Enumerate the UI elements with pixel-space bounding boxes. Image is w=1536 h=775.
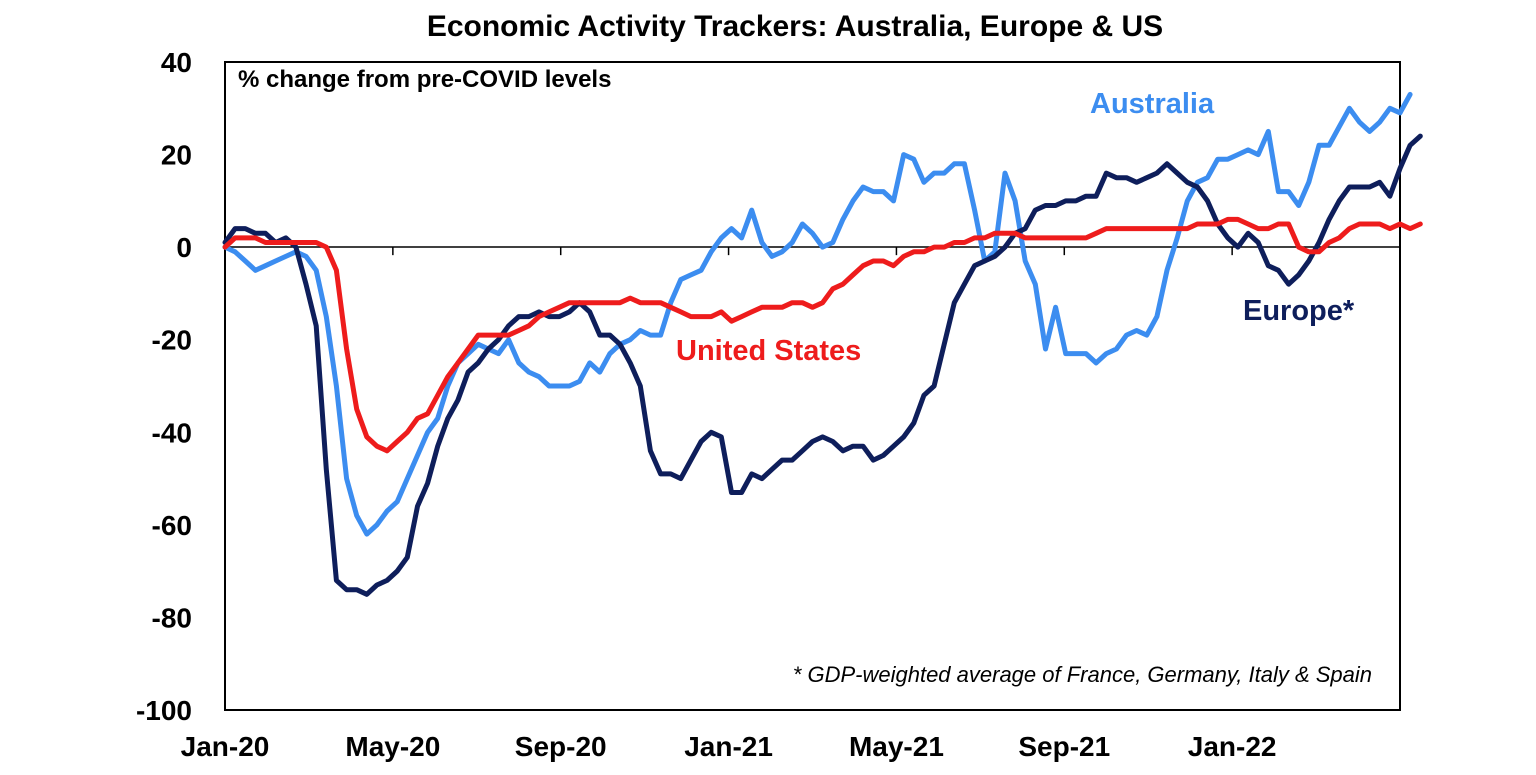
y-tick-label: -20: [152, 325, 192, 356]
series-label-united-states: United States: [676, 335, 861, 367]
series-label-australia: Australia: [1090, 88, 1215, 120]
series-label-europe: Europe*: [1243, 295, 1355, 327]
x-tick-label: Jan-21: [684, 731, 773, 762]
series-line-australia: [222, 91, 1413, 537]
y-tick-label: -80: [152, 602, 192, 633]
series-lines: [222, 91, 1423, 597]
x-tick-label: Sep-21: [1018, 731, 1110, 762]
chart-footnote: * GDP-weighted average of France, German…: [793, 662, 1372, 687]
y-axis-ticks: 40 20 0 -20 -40 -60 -80 -100: [136, 47, 192, 726]
y-tick-label: 0: [176, 232, 192, 263]
y-tick-label: -100: [136, 695, 192, 726]
y-tick-label: 20: [161, 140, 192, 171]
x-axis-ticks: Jan-20 May-20 Sep-20 Jan-21 May-21 Sep-21 Jan-…: [181, 731, 1277, 762]
series-line-united-states: [222, 216, 1423, 454]
x-tick-label: May-20: [345, 731, 440, 762]
y-tick-label: -60: [152, 510, 192, 541]
chart-title: Economic Activity Trackers: Australia, E…: [427, 10, 1163, 43]
y-tick-label: -40: [152, 417, 192, 448]
series-line-europe: [222, 133, 1423, 597]
x-tick-label: Sep-20: [515, 731, 607, 762]
x-axis-tick-marks: [392, 247, 1233, 256]
plot-frame: [224, 61, 1401, 711]
x-tick-label: Jan-22: [1188, 731, 1277, 762]
y-tick-label: 40: [161, 47, 192, 78]
x-tick-label: May-21: [849, 731, 944, 762]
chart-subtitle: % change from pre-COVID levels: [238, 66, 611, 93]
x-tick-label: Jan-20: [181, 731, 270, 762]
